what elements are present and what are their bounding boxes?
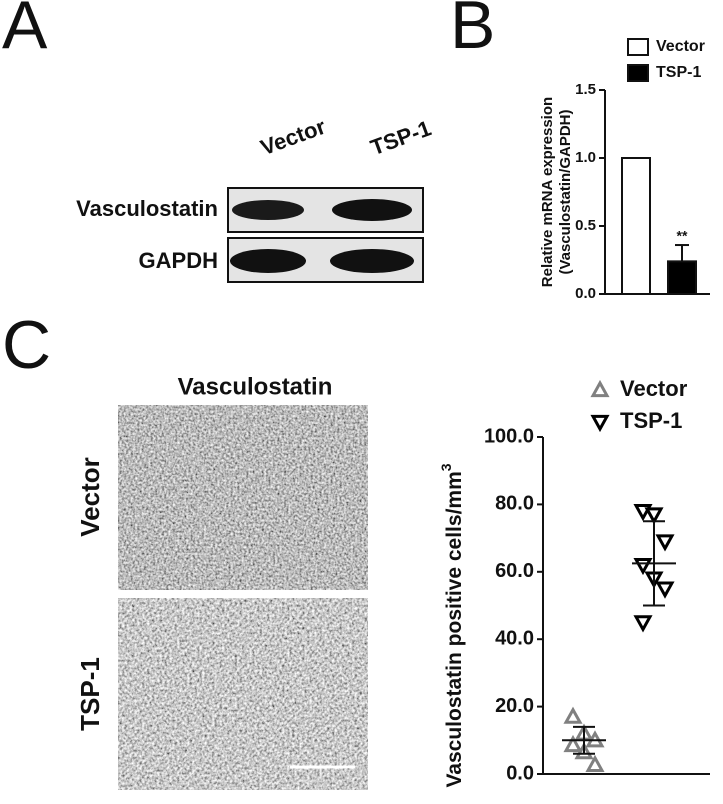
significance: ** (677, 228, 688, 244)
y-tick-label: 1.5 (575, 81, 596, 98)
point (633, 557, 653, 576)
y-tick-label: 60.0 (495, 560, 534, 582)
y-tick-label: 0.0 (506, 762, 534, 784)
band (332, 199, 412, 221)
lane-label: Vector (257, 114, 329, 161)
row-label: GAPDH (139, 248, 218, 273)
point (633, 615, 653, 633)
legend-marker (590, 379, 610, 398)
y-tick-label: 0.5 (575, 217, 596, 234)
y-tick-label: 0.0 (575, 285, 596, 302)
y-tick-label: 100.0 (484, 425, 534, 447)
y-axis-label: Relative mRNA expression (539, 97, 556, 287)
point (655, 534, 675, 552)
y-tick-label: 1.0 (575, 149, 596, 166)
y-axis-label: Vasculostatin positive cells/mm3 (438, 463, 466, 787)
legend-swatch (627, 64, 649, 82)
legend-label: TSP-1 (620, 408, 682, 433)
row-label: Vasculostatin (76, 196, 218, 221)
legend-label: TSP-1 (656, 64, 701, 81)
bar (621, 157, 651, 295)
row-label: TSP-1 (75, 657, 105, 731)
point (655, 581, 675, 599)
band (232, 200, 304, 220)
bar (667, 260, 697, 295)
y-axis-label: (Vasculostatin/GAPDH) (557, 109, 574, 274)
legend-label: Vector (656, 38, 705, 55)
y-tick-label: 80.0 (495, 493, 534, 515)
y-axis-label-text: Vasculostatin positive cells/mm (443, 471, 466, 787)
point (574, 742, 594, 760)
legend-label: Vector (620, 376, 688, 401)
micrograph-title: Vasculostatin (178, 373, 333, 400)
point (633, 504, 653, 522)
point (585, 754, 605, 773)
panel-label: C (2, 307, 51, 383)
panel-label: A (2, 0, 48, 63)
y-axis-label-sup: 3 (438, 463, 454, 471)
micrograph (118, 405, 368, 590)
micrograph (118, 598, 368, 790)
point (563, 734, 583, 753)
point (644, 507, 664, 525)
legend-marker (590, 414, 610, 433)
band (230, 249, 306, 273)
panel-label: B (450, 0, 495, 63)
row-label: Vector (75, 457, 105, 537)
y-tick-label: 20.0 (495, 695, 534, 717)
legend-swatch (627, 38, 649, 56)
band (330, 249, 414, 273)
point (563, 706, 583, 724)
y-tick-label: 40.0 (495, 627, 534, 649)
lane-label: TSP-1 (367, 115, 434, 160)
